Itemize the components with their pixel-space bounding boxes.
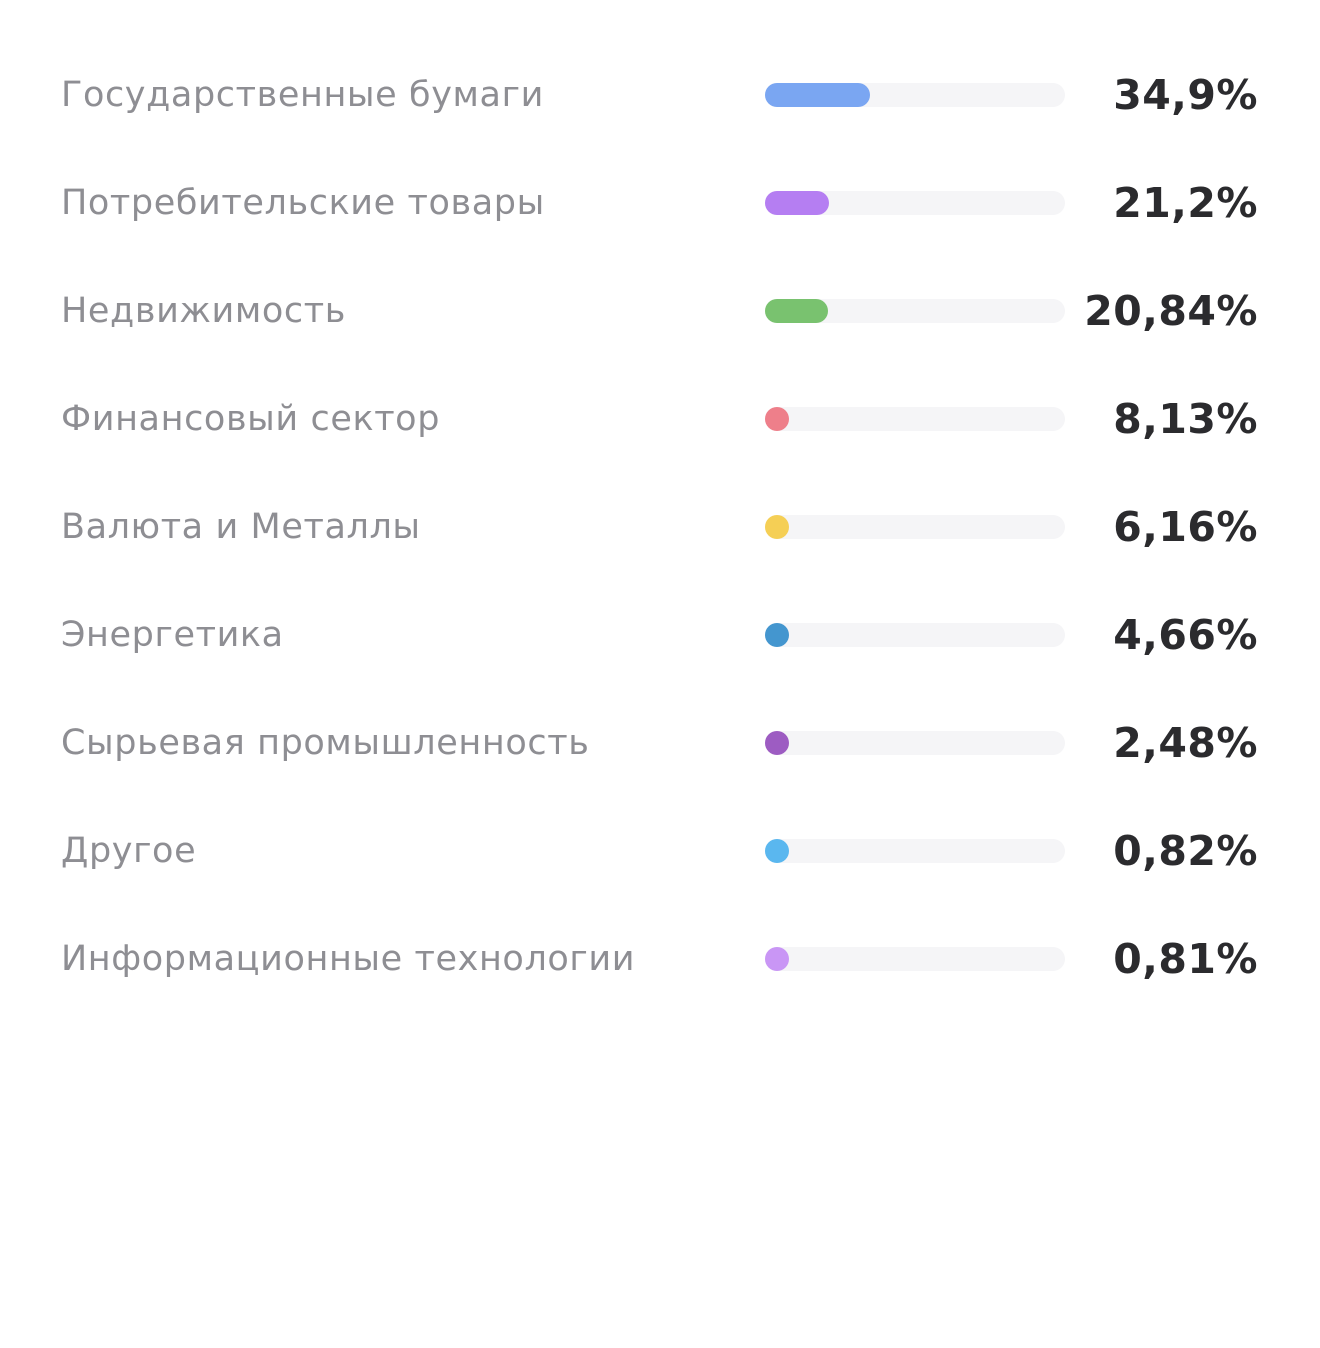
share-bar-fill	[765, 83, 870, 107]
allocation-row: Финансовый сектор 8,13%	[0, 365, 1320, 473]
allocation-row: Энергетика 4,66%	[0, 581, 1320, 689]
sector-label: Энергетика	[61, 615, 284, 655]
sector-percentage: 8,13%	[1113, 395, 1258, 443]
share-bar-track	[765, 191, 1065, 215]
allocation-row: Государственные бумаги 34,9%	[0, 41, 1320, 149]
share-bar-track	[765, 839, 1065, 863]
sector-percentage: 34,9%	[1113, 71, 1258, 119]
sector-percentage: 21,2%	[1113, 179, 1258, 227]
share-bar-track	[765, 83, 1065, 107]
sector-percentage: 0,82%	[1113, 827, 1258, 875]
share-bar-track	[765, 407, 1065, 431]
allocation-row: Потребительские товары 21,2%	[0, 149, 1320, 257]
allocation-row: Другое 0,82%	[0, 797, 1320, 905]
sector-label: Потребительские товары	[61, 183, 545, 223]
sector-label: Информационные технологии	[61, 939, 636, 979]
share-bar-track	[765, 731, 1065, 755]
share-bar-fill	[765, 947, 789, 971]
share-bar-track	[765, 299, 1065, 323]
sector-percentage: 0,81%	[1113, 935, 1258, 983]
sector-percentage: 20,84%	[1084, 287, 1258, 335]
allocation-row: Информационные технологии 0,81%	[0, 905, 1320, 1013]
share-bar-fill	[765, 407, 789, 431]
allocation-row: Сырьевая промышленность 2,48%	[0, 689, 1320, 797]
share-bar-fill	[765, 839, 789, 863]
sector-label: Государственные бумаги	[61, 75, 544, 115]
share-bar-track	[765, 623, 1065, 647]
share-bar-fill	[765, 191, 829, 215]
share-bar-fill	[765, 299, 828, 323]
share-bar-track	[765, 515, 1065, 539]
sector-label: Другое	[61, 831, 197, 871]
allocation-row: Недвижимость 20,84%	[0, 257, 1320, 365]
share-bar-fill	[765, 515, 789, 539]
sector-percentage: 4,66%	[1113, 611, 1258, 659]
sector-allocation-list: Государственные бумаги 34,9% Потребитель…	[0, 41, 1320, 1013]
allocation-row: Валюта и Металлы 6,16%	[0, 473, 1320, 581]
share-bar-fill	[765, 731, 789, 755]
sector-label: Недвижимость	[61, 291, 346, 331]
sector-label: Сырьевая промышленность	[61, 723, 590, 763]
sector-percentage: 6,16%	[1113, 503, 1258, 551]
sector-label: Финансовый сектор	[61, 399, 441, 439]
sector-percentage: 2,48%	[1113, 719, 1258, 767]
share-bar-track	[765, 947, 1065, 971]
sector-label: Валюта и Металлы	[61, 507, 421, 547]
share-bar-fill	[765, 623, 789, 647]
